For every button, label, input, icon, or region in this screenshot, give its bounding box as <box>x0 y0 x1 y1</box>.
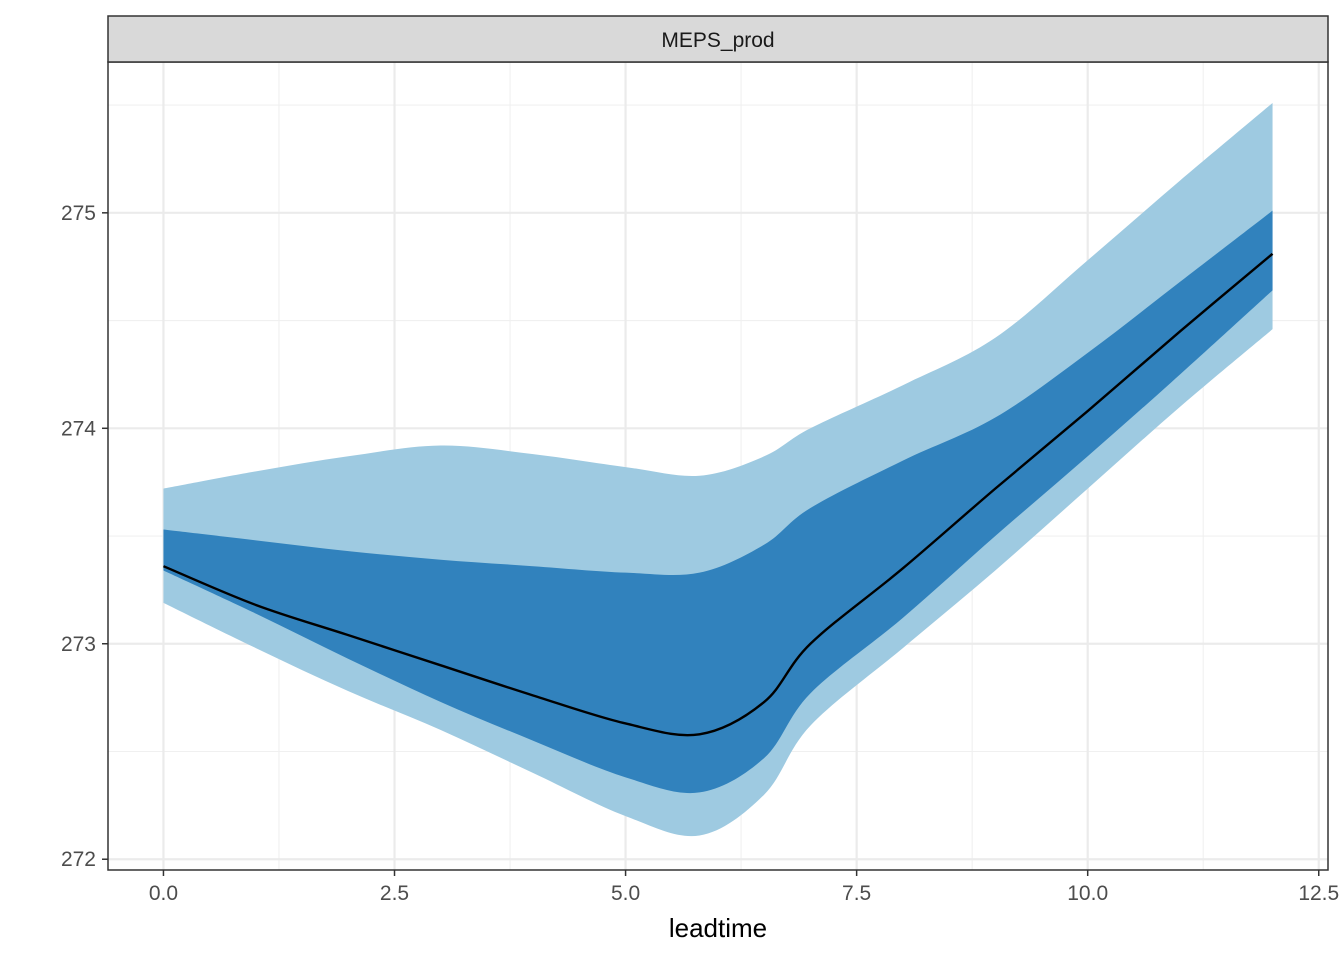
uncertainty-bands <box>163 102 1273 837</box>
x-tick-label: 7.5 <box>842 882 871 905</box>
facet-strip: MEPS_prod <box>107 15 1329 63</box>
x-tick-label: 0.0 <box>149 882 178 905</box>
facet-strip-background <box>107 15 1329 63</box>
y-tick-label: 274 <box>61 417 96 440</box>
y-tick-label: 273 <box>61 633 96 656</box>
median-line <box>162 252 1274 737</box>
x-axis: 0.0 2.5 5.0 7.5 10.0 12.5 <box>149 870 1339 905</box>
y-tick-label: 272 <box>61 848 96 871</box>
x-tick-label: 10.0 <box>1067 882 1108 905</box>
x-axis-title: leadtime <box>669 913 767 943</box>
y-tick-label: 275 <box>61 202 96 225</box>
facet-strip-label: MEPS_prod <box>661 29 774 52</box>
median-lines <box>162 252 1274 737</box>
x-tick-label: 12.5 <box>1298 882 1339 905</box>
y-axis: 272 273 274 275 <box>61 202 108 871</box>
x-tick-label: 2.5 <box>380 882 409 905</box>
x-tick-label: 5.0 <box>611 882 640 905</box>
inner-band-area <box>163 210 1273 794</box>
